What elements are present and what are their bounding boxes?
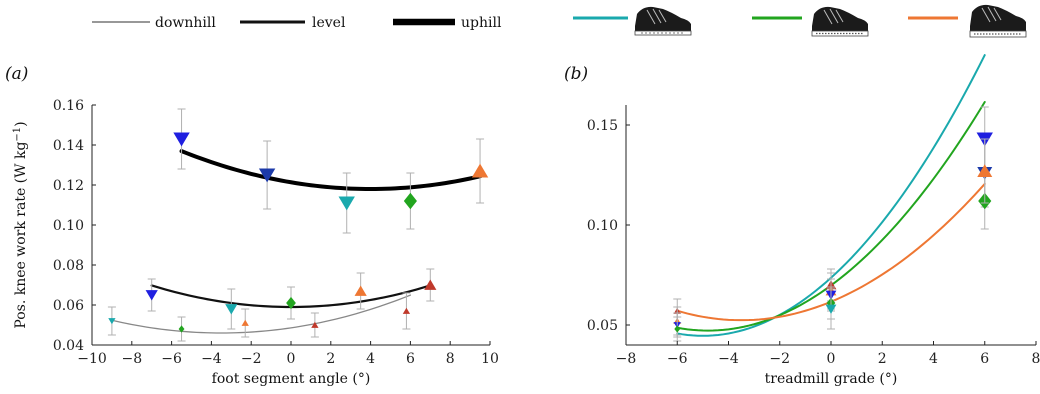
data-point <box>241 308 250 338</box>
shoe-icon <box>969 4 1027 38</box>
x-tick-label: 0 <box>827 351 836 367</box>
data-point <box>471 138 489 204</box>
data-point <box>145 278 158 312</box>
panel-label-b: (b) <box>564 64 588 84</box>
x-tick-label: −8 <box>616 351 637 367</box>
fit-curve-uphill <box>179 149 483 192</box>
shoe-icon <box>811 6 869 37</box>
data-point <box>402 292 411 330</box>
x-tick-label: −10 <box>77 351 107 367</box>
x-tick-label: 4 <box>366 351 375 367</box>
y-tick-label: 0.10 <box>53 218 84 234</box>
data-point <box>673 316 682 342</box>
shoe-legend-entry-2 <box>752 6 869 37</box>
x-tick-label: 8 <box>446 351 455 367</box>
x-tick-label: 6 <box>980 351 989 367</box>
data-point <box>977 138 993 204</box>
x-axis-label: treadmill grade (°) <box>765 371 898 387</box>
data-point <box>286 286 296 320</box>
marker-tri-down <box>173 132 190 147</box>
marker-tri-up <box>471 163 489 178</box>
chart-a: −10 −8 −6 −4 −2 0 2 4 6 8 10 0.04 0.06 0.08 0.10 0.12 0.… <box>12 98 499 387</box>
y-tick-label: 0.04 <box>53 338 84 354</box>
legend-entry-level: level <box>240 15 346 31</box>
y-tick-label: 0.16 <box>53 98 84 114</box>
data-point <box>424 268 437 302</box>
marker-tri-up <box>241 319 249 326</box>
marker-tri-up <box>977 164 993 177</box>
x-tick-label: −2 <box>769 351 790 367</box>
legend-label-level: level <box>312 15 346 31</box>
shoe-icon <box>634 6 692 36</box>
data-point <box>310 312 319 338</box>
marker-diamond <box>178 325 185 333</box>
x-tick-label: −4 <box>201 351 222 367</box>
legend-label-downhill: downhill <box>155 15 216 31</box>
y-tick-label: 0.06 <box>53 298 84 314</box>
x-tick-label: 2 <box>878 351 887 367</box>
data-point <box>225 288 238 330</box>
y-tick-label: 0.10 <box>587 218 618 234</box>
marker-tri-up <box>354 285 367 296</box>
x-tick-label: 6 <box>406 351 415 367</box>
x-tick-label: 8 <box>1032 351 1040 367</box>
marker-diamond <box>286 296 296 310</box>
marker-tri-up <box>311 321 319 328</box>
y-tick-label: 0.15 <box>587 118 618 134</box>
legend-label-uphill: uphill <box>461 15 502 31</box>
x-tick-label: −8 <box>121 351 142 367</box>
x-tick-label: 4 <box>929 351 938 367</box>
marker-tri-up <box>402 307 411 314</box>
y-tick-label: 0.14 <box>53 138 84 154</box>
data-point <box>177 316 186 342</box>
data-point <box>825 288 837 330</box>
marker-tri-down <box>338 196 355 211</box>
y-axis-label: Pos. knee work rate (W kg−1) <box>12 121 29 328</box>
x-axis-label: foot segment angle (°) <box>212 371 371 387</box>
data-point <box>354 272 367 310</box>
marker-tri-down <box>108 318 116 325</box>
shoe-legend <box>573 4 1027 38</box>
x-tick-label: −4 <box>718 351 739 367</box>
data-point <box>403 172 417 230</box>
y-axis-label-sup: −1 <box>12 127 23 142</box>
data-point <box>258 140 276 210</box>
shoe-legend-entry-1 <box>573 6 692 36</box>
x-tick-label: −6 <box>667 351 688 367</box>
marker-tri-down <box>145 290 158 301</box>
chart-b: −8 −6 −4 −2 0 2 4 6 8 0.05 0.10 0.15 treadmill grad… <box>587 54 1040 387</box>
y-tick-label: 0.05 <box>587 318 618 334</box>
y-axis-label-end: ) <box>13 121 29 126</box>
data-point <box>107 306 116 336</box>
panel-label-a: (a) <box>5 64 28 84</box>
legend-entry-downhill: downhill <box>92 15 216 31</box>
x-tick-label: 2 <box>326 351 335 367</box>
data-point <box>338 172 355 234</box>
x-tick-label: 0 <box>287 351 296 367</box>
marker-diamond <box>674 325 681 333</box>
marker-tri-up <box>424 279 437 290</box>
marker-tri-down <box>258 168 276 183</box>
marker-tri-down <box>225 304 238 315</box>
x-tick-label: −2 <box>241 351 262 367</box>
data-point <box>173 108 190 170</box>
fit-curve-downhill <box>111 294 412 334</box>
x-tick-label: −6 <box>161 351 182 367</box>
marker-tri-down <box>825 304 837 314</box>
legend-entry-uphill: uphill <box>393 15 502 31</box>
x-tick-label: 10 <box>481 351 499 367</box>
shoe-legend-entry-3 <box>908 4 1027 38</box>
y-tick-label: 0.12 <box>53 178 84 194</box>
terrain-legend: downhill level uphill <box>92 15 502 31</box>
marker-diamond <box>403 192 417 210</box>
y-tick-label: 0.08 <box>53 258 84 274</box>
y-axis-label-main: Pos. knee work rate (W kg <box>13 142 29 329</box>
